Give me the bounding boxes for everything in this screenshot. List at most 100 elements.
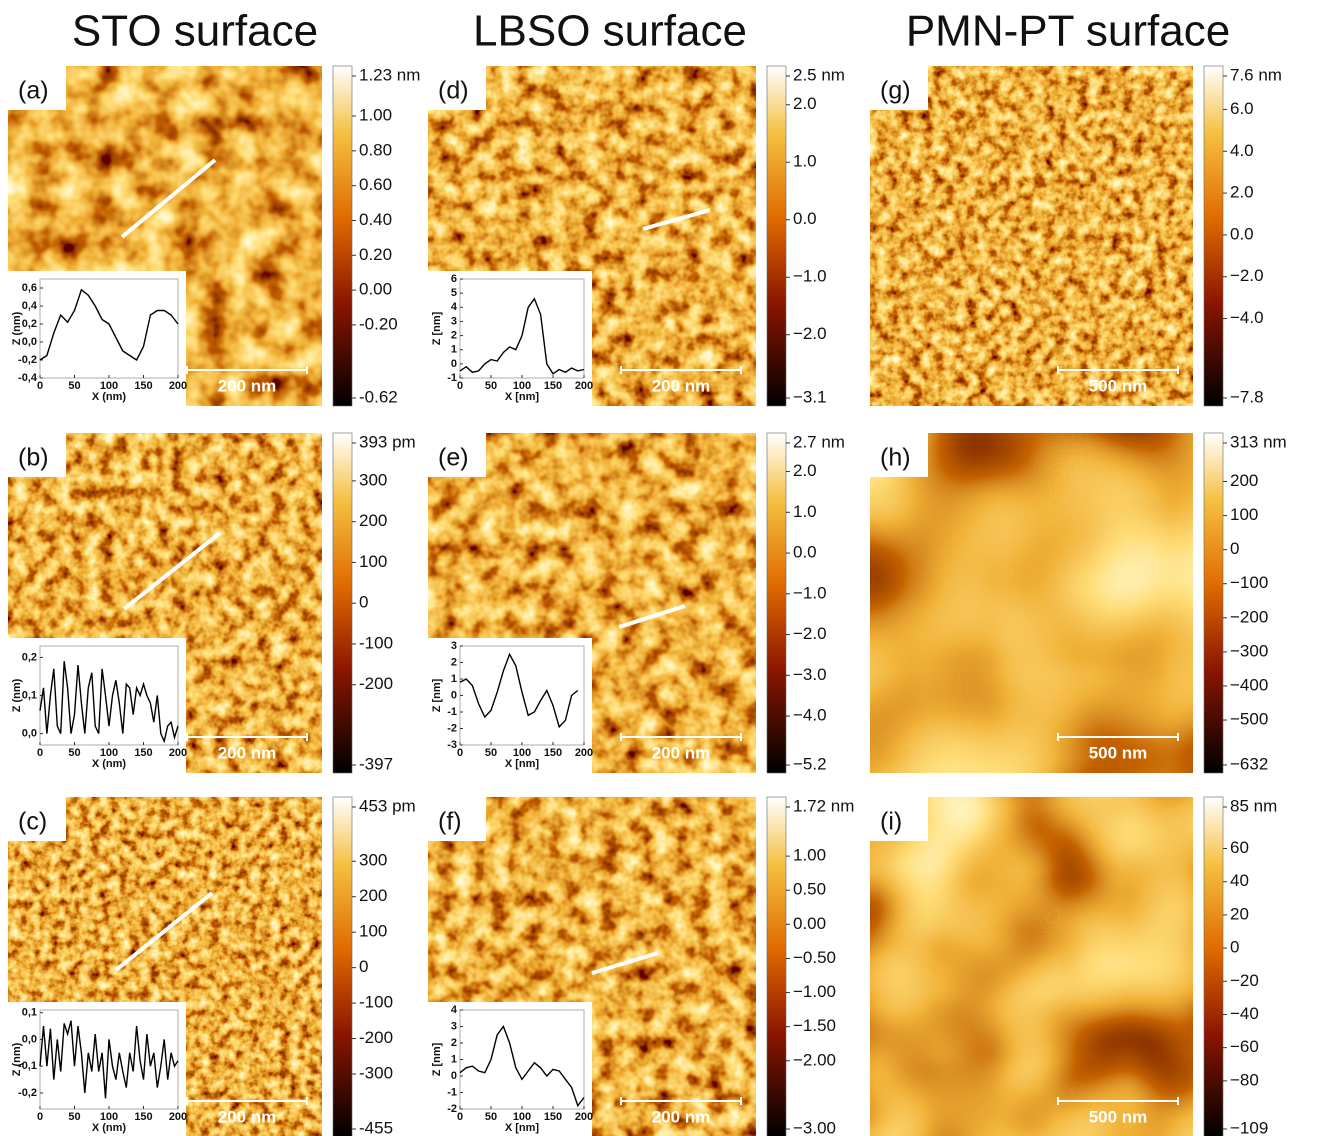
inset-y-tick-label: 0	[451, 689, 457, 701]
scale-bar-label: 200 nm	[218, 376, 277, 395]
inset-y-tick-label: 0,0	[22, 727, 37, 739]
colorbar-tick-label: -455	[359, 1118, 393, 1136]
profile-curve	[459, 297, 585, 375]
colorbar-tick-label: 0.40	[359, 210, 392, 229]
inset-x-tick-label: 200	[169, 1111, 187, 1123]
panel-label: (i)	[880, 808, 902, 836]
inset-x-tick-label: 0	[457, 380, 463, 392]
colorbar-tick-label: 2.0	[793, 461, 817, 480]
inset-x-tick-label: 200	[575, 1111, 593, 1123]
inset-x-label: X (nm)	[92, 1122, 127, 1134]
colorbar-tick-label: 0.0	[793, 209, 817, 228]
colorbar-tick-label: 100	[359, 922, 387, 941]
colorbar-tick-label: −1.0	[793, 583, 827, 602]
inset-y-tick-label: 0	[451, 358, 457, 370]
colorbar-tick-label: 0.20	[359, 245, 392, 264]
inset-y-label: Z (nm)	[11, 311, 23, 345]
colorbar-tick-label: 1.23 nm	[359, 65, 420, 84]
colorbar-tick-label: -200	[359, 1028, 393, 1047]
column-title: PMN-PT surface	[906, 7, 1230, 56]
inset-y-tick-label: 0,1	[22, 1007, 37, 1019]
panel-label: (h)	[880, 444, 911, 472]
scale-bar-label: 200 nm	[652, 376, 711, 395]
inset-x-tick-label: 100	[100, 1111, 118, 1123]
inset-box	[428, 1002, 592, 1136]
colorbar-tick-label: 300	[359, 470, 387, 489]
colorbar-tick-label: −20	[1230, 971, 1259, 990]
inset-y-tick-label: -0,2	[18, 1087, 37, 1099]
colorbar-tick-label: -0.20	[359, 314, 398, 333]
inset-y-tick-label: 0,6	[22, 282, 37, 294]
colorbar-tick-label: −1.0	[793, 267, 827, 286]
colorbar-tick-label: -100	[359, 633, 393, 652]
afm-image	[870, 66, 1193, 406]
panel-label-box	[428, 433, 486, 477]
colorbar	[1203, 432, 1224, 774]
inset-y-label: Z (nm)	[11, 678, 23, 712]
colorbar-tick-label: -397	[359, 754, 393, 773]
colorbar	[332, 65, 353, 407]
inset-y-tick-label: 3	[451, 315, 457, 327]
inset-y-label: Z (nm)	[11, 1042, 23, 1076]
inset-y-tick-label: -1	[447, 706, 457, 718]
profile-line	[120, 158, 217, 239]
scale-bar-label: 200 nm	[652, 743, 711, 762]
inset-x-tick-label: 150	[134, 747, 152, 759]
inset-y-label: Z [nm]	[431, 311, 443, 345]
inset-x-tick-label: 50	[485, 747, 497, 759]
colorbar-tick-label: 0.50	[793, 880, 826, 899]
colorbar-tick-label: −500	[1230, 710, 1268, 729]
afm-image	[870, 797, 1193, 1136]
colorbar-tick-label: -300	[359, 1064, 393, 1083]
inset-x-tick-label: 100	[513, 1111, 531, 1123]
colorbar-tick-label: −3.00	[793, 1118, 836, 1136]
colorbar-tick-label: 2.7 nm	[793, 432, 845, 451]
inset-y-tick-label: 0,4	[22, 300, 38, 312]
colorbar-tick-label: −2.0	[1230, 266, 1264, 285]
inset-y-tick-label: 3	[451, 640, 457, 652]
colorbar-tick-label: 0.0	[1230, 224, 1254, 243]
inset-x-tick-label: 200	[575, 747, 593, 759]
colorbar	[1203, 796, 1224, 1136]
colorbar-tick-label: 1.00	[359, 106, 392, 125]
colorbar-tick-label: 200	[359, 886, 387, 905]
colorbar	[766, 432, 787, 774]
colorbar-tick-label: −60	[1230, 1037, 1259, 1056]
inset-y-tick-label: 1	[451, 1053, 457, 1065]
inset-y-tick-label: -0,4	[18, 372, 38, 384]
scale-bar-label: 200 nm	[652, 1107, 711, 1126]
colorbar-tick-label: 2.0	[793, 94, 817, 113]
colorbar-tick-label: 0	[1230, 938, 1239, 957]
profile-curve	[459, 1025, 585, 1108]
inset-y-tick-label: -0,1	[18, 1060, 37, 1072]
inset-y-tick-label: 5	[451, 287, 457, 299]
colorbar-tick-label: 313 nm	[1230, 432, 1287, 451]
inset-y-tick-label: 2	[451, 329, 457, 341]
inset-x-tick-label: 200	[169, 380, 187, 392]
colorbar-tick-label: −300	[1230, 641, 1268, 660]
colorbar-tick-label: 20	[1230, 904, 1249, 923]
colorbar-tick-label: 85 nm	[1230, 796, 1277, 815]
inset-y-tick-label: 4	[451, 1004, 458, 1016]
profile-curve	[39, 288, 179, 362]
colorbar-tick-label: 200	[1230, 471, 1258, 490]
panel-label: (b)	[18, 444, 49, 472]
inset-x-tick-label: 0	[457, 1111, 463, 1123]
colorbar-tick-label: 0.0	[793, 543, 817, 562]
column-title: STO surface	[72, 7, 318, 56]
scale-bar-label: 500 nm	[1089, 376, 1148, 395]
inset-x-tick-label: 100	[100, 747, 118, 759]
inset-y-tick-label: 0	[451, 1070, 457, 1082]
colorbar-tick-label: 0.00	[793, 914, 826, 933]
inset-x-tick-label: 100	[513, 380, 531, 392]
inset-box	[8, 271, 186, 406]
column-title: LBSO surface	[473, 7, 747, 56]
colorbar-tick-label: −100	[1230, 573, 1268, 592]
inset-y-tick-label: 0,0	[22, 336, 37, 348]
panel-label-box	[8, 66, 66, 110]
inset-y-tick-label: 0,1	[22, 689, 37, 701]
inset-box	[8, 1002, 186, 1136]
colorbar-tick-label: −109	[1230, 1118, 1268, 1136]
